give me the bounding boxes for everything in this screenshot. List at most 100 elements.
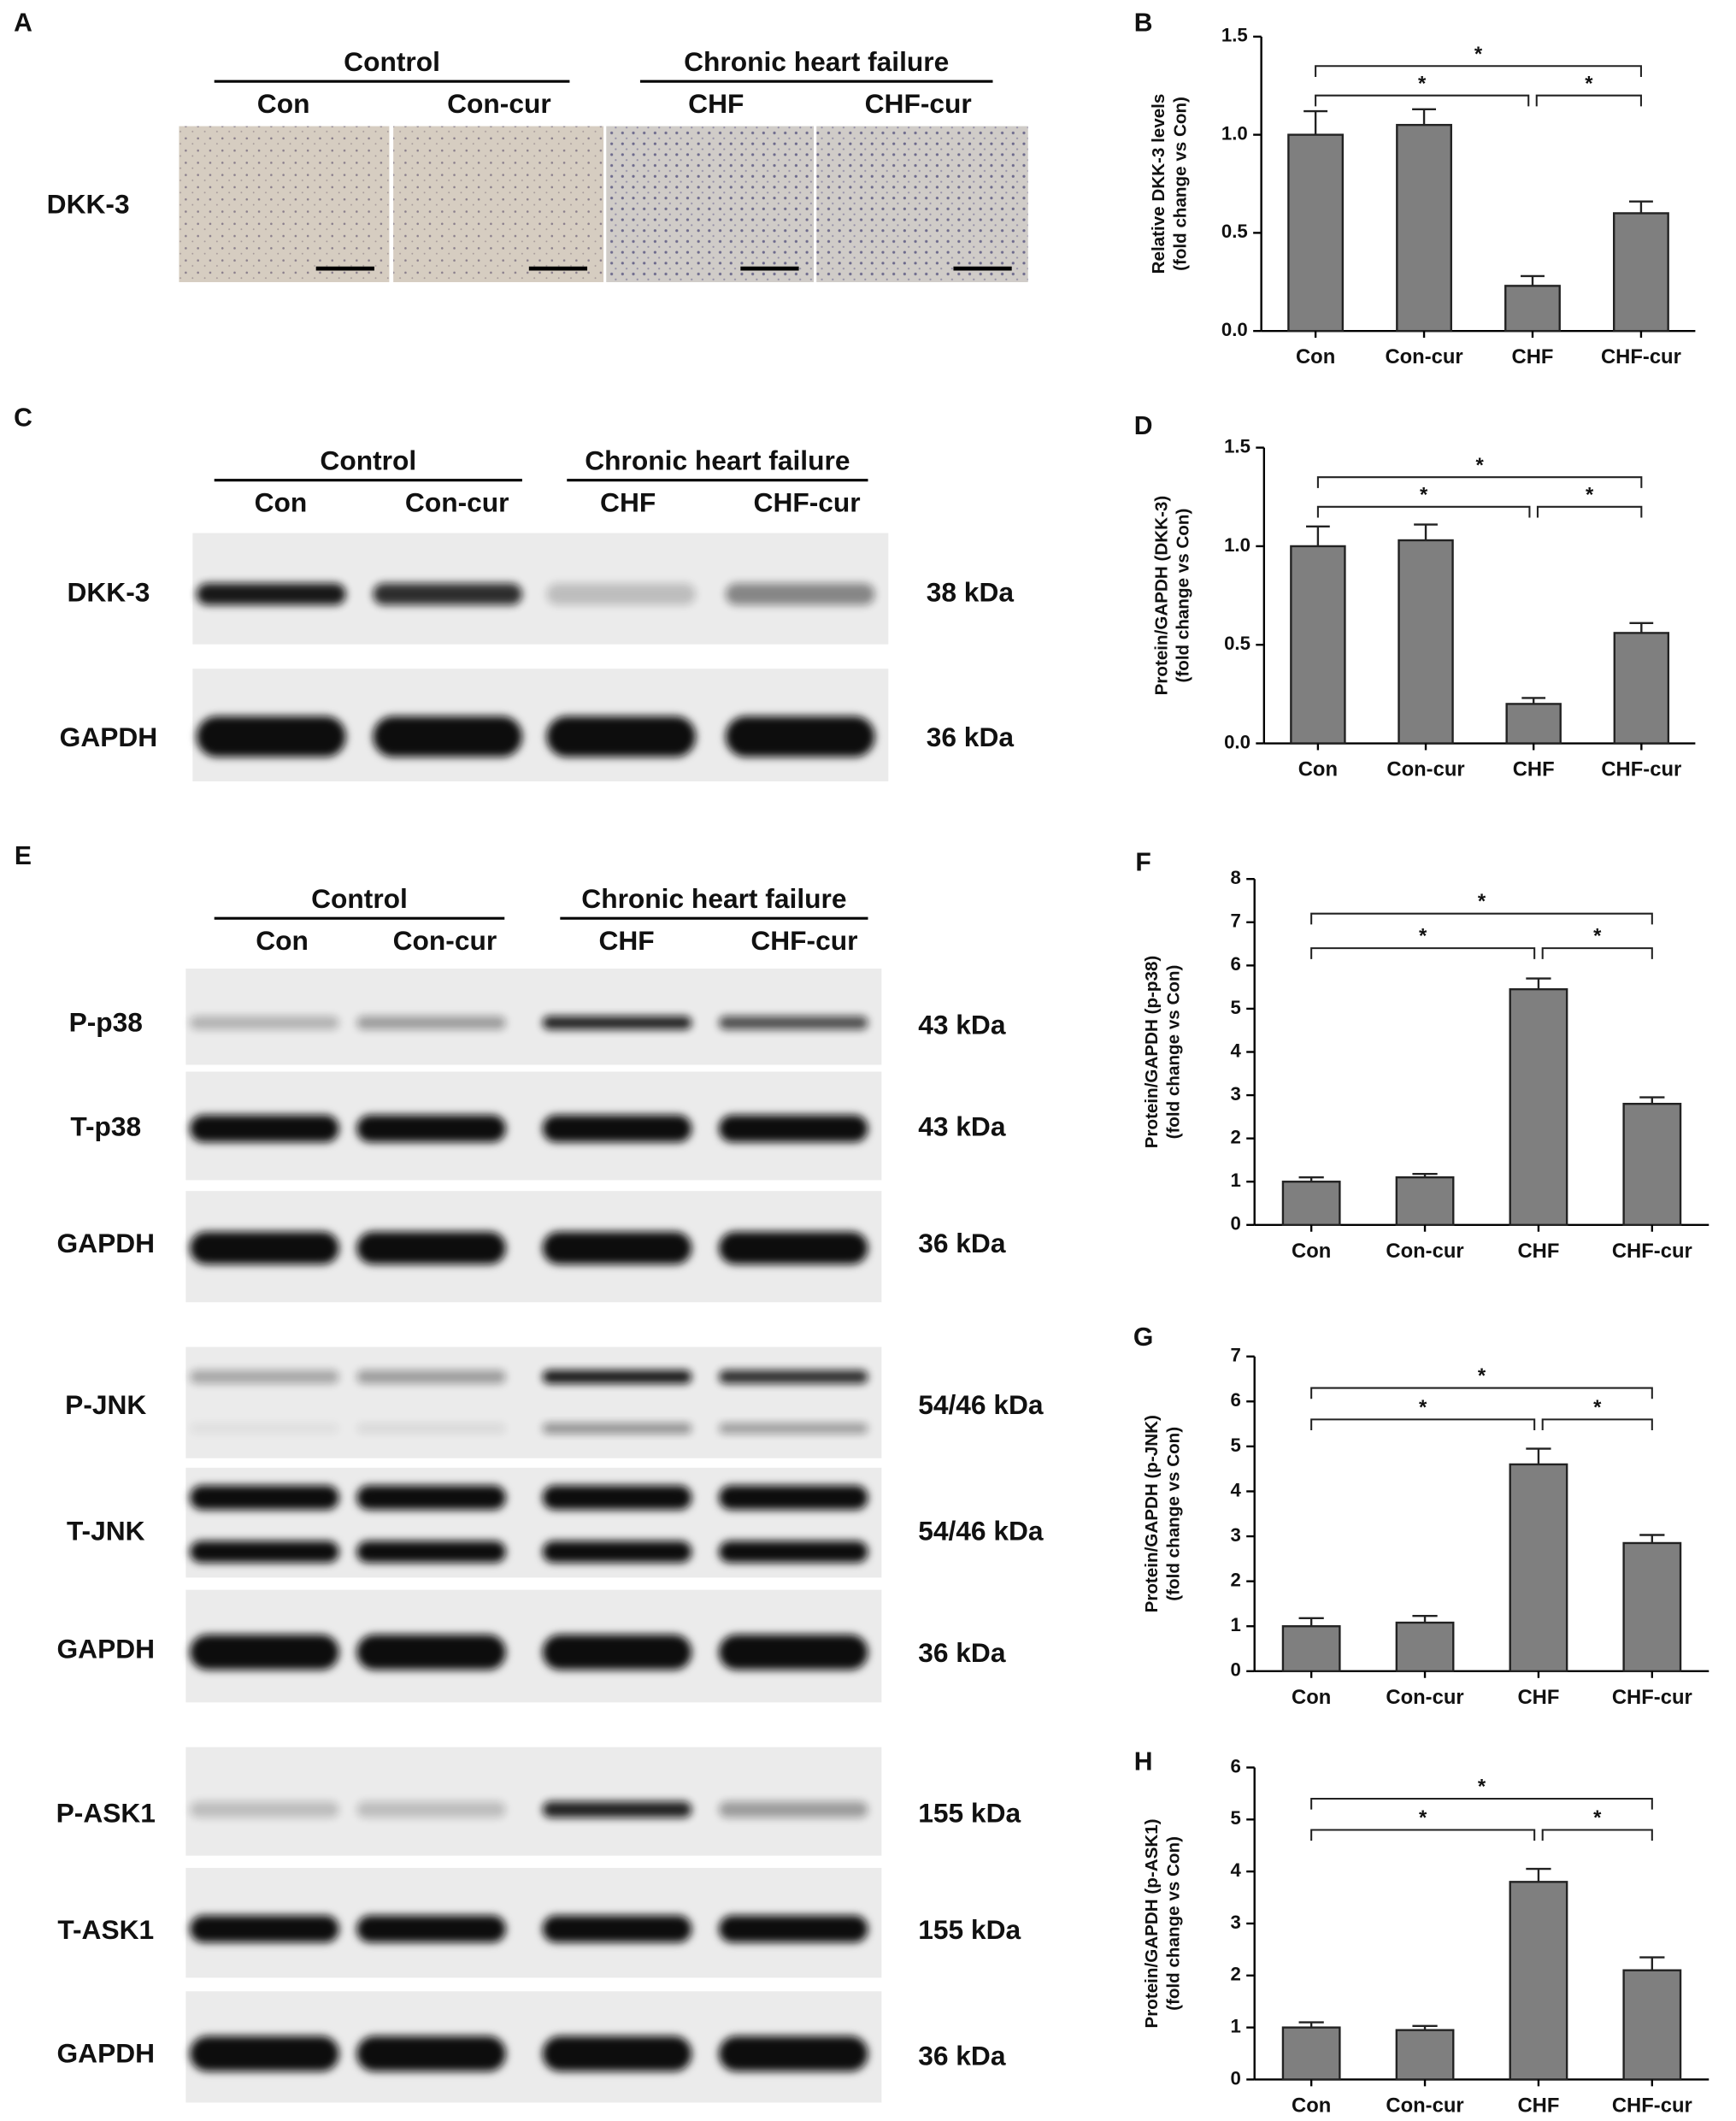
x-tick-label: CHF [1512,345,1554,368]
y-tick-label: 1 [1230,2015,1240,2036]
significance-star: * [1474,43,1483,66]
y-tick-label: 4 [1230,1479,1241,1500]
molecular-weight: 43 kDa [918,1010,1006,1040]
significance-star: * [1420,483,1428,506]
blot-band [356,1016,506,1030]
y-tick-label: 5 [1230,997,1240,1018]
blot-label: P-JNK [65,1389,146,1420]
blot-band [542,1231,692,1264]
blot-band [718,1485,868,1511]
y-axis-label: Protein/GAPDH (p-JNK) [1142,1415,1162,1612]
significance-bracket [1310,1797,1653,1810]
bar [1287,133,1345,333]
x-tick-label: CHF [1517,1240,1559,1263]
y-tick-label: 0 [1230,2067,1240,2089]
x-tick-label: CHF-cur [1612,1240,1692,1263]
blot-band [356,1231,506,1264]
micrograph [606,126,815,283]
group-header: Control [344,46,440,77]
group-header: Chronic heart failure [585,445,850,475]
x-tick-label: CHF-cur [1612,1686,1692,1709]
y-axis-label: (fold change vs Con) [1164,1836,1184,2011]
error-bar [1526,1447,1551,1464]
blot-band [190,1541,339,1563]
bar [1398,539,1454,745]
blot-label: T-JNK [67,1515,145,1546]
lane-label: CHF-cur [754,487,861,518]
significance-star: * [1478,1776,1486,1799]
significance-star: * [1478,890,1486,913]
blot-band [718,1231,868,1264]
error-bar [1526,977,1551,990]
x-tick-label: Con-cur [1386,758,1464,781]
bar [1622,1969,1682,2081]
panel-letter: C [14,404,32,432]
significance-bracket [1541,1418,1653,1431]
x-tick-label: Con [1292,2094,1331,2117]
blot-band [542,1423,692,1435]
panel-letter: D [1134,412,1153,440]
lane-label: CHF [688,88,744,119]
y-tick-label: 4 [1230,1859,1241,1881]
significance-bracket [1316,476,1643,488]
molecular-weight: 43 kDa [918,1111,1006,1142]
lane-label: CHF [600,487,656,518]
error-bar [1628,200,1653,214]
blot-band [718,1801,868,1818]
blot-label: T-ASK1 [57,1914,154,1945]
significance-star: * [1418,72,1427,95]
y-axis-label: Protein/GAPDH (p-ASK1) [1142,1818,1162,2028]
blot-band [190,1423,339,1435]
blot-band [356,2036,506,2071]
y-axis-label: (fold change vs Con) [1164,965,1184,1140]
y-tick-label: 2 [1230,1127,1240,1148]
x-tick-label: CHF-cur [1601,345,1681,368]
blot-band [190,1370,339,1384]
blot-band [718,2036,868,2071]
row-label: DKK-3 [47,189,130,220]
y-tick-label: 0.0 [1224,731,1251,752]
blot-band [718,1370,868,1384]
significance-bracket [1310,1829,1536,1841]
significance-bracket [1310,947,1536,959]
y-tick-label: 2 [1230,1570,1240,1591]
significance-bracket [1536,505,1643,518]
lane-label: Con-cur [405,487,509,518]
blot-band [190,1016,339,1030]
blot-band [542,1541,692,1563]
x-tick-label: CHF-cur [1601,758,1681,781]
significance-bracket [1310,1387,1653,1399]
y-axis-label: (fold change vs Con) [1164,1427,1184,1601]
y-tick-label: 6 [1230,1755,1240,1776]
error-bar [1412,108,1437,126]
group-header: Chronic heart failure [684,46,949,77]
bar [1395,1175,1455,1227]
panel-a [179,126,1028,283]
y-axis-label: Protein/GAPDH (p-p38) [1142,956,1162,1149]
x-tick-label: Con-cur [1385,345,1462,368]
blot-band [542,1485,692,1511]
y-tick-label: 6 [1230,953,1240,975]
blot-label: T-p38 [70,1111,141,1142]
x-tick-label: CHF [1517,2094,1559,2117]
panel-letter: A [14,9,32,38]
significance-bracket [1310,1418,1536,1431]
blot-band [718,1915,868,1943]
error-bar [1412,1172,1438,1178]
bar [1613,632,1670,745]
lane-label: Con [257,88,310,119]
blot-band [356,1541,506,1563]
y-tick-label: 3 [1230,1083,1240,1105]
blot-band [542,1370,692,1384]
error-bar [1521,274,1545,286]
error-bar [1629,622,1654,633]
micrograph [179,126,390,283]
significance-star: * [1593,1806,1602,1829]
blot-band [356,1801,506,1818]
molecular-weight: 155 kDa [918,1797,1021,1828]
blot-band [356,1634,506,1670]
panel-letter: F [1135,849,1150,877]
error-bar [1414,523,1438,541]
